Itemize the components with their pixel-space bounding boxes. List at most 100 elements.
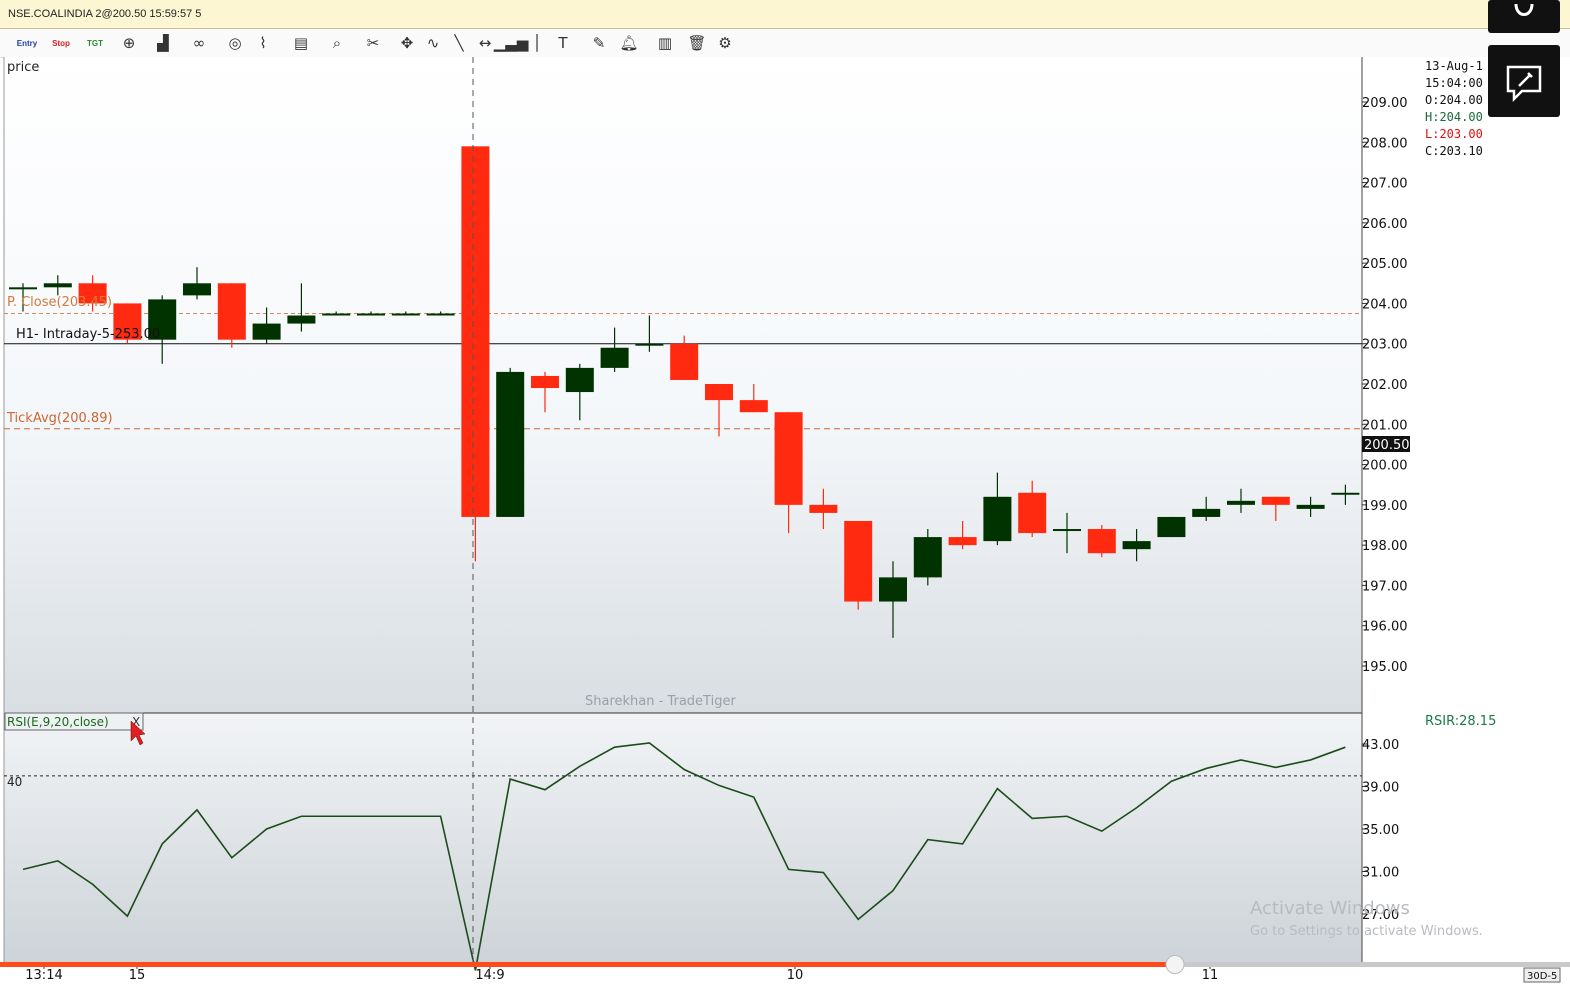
ohlc-time: 15:04:00 — [1425, 76, 1483, 90]
price-axis: 209.00 208.00 207.00 206.00 205.00 204.00 203.… — [1362, 96, 1408, 675]
price-tick-label: 200.00 — [1362, 459, 1408, 474]
price-tick-label: 208.00 — [1362, 136, 1408, 151]
time-tick-label: 15 — [129, 968, 146, 983]
candle-body — [1018, 492, 1047, 534]
price-panel — [4, 57, 1362, 713]
line-style-icon[interactable]: ⌇ — [259, 34, 267, 52]
current-price-badge — [1362, 436, 1410, 452]
comment-edit-icon — [1506, 65, 1542, 103]
video-progress-handle[interactable] — [1165, 955, 1185, 974]
ohlc-high: H:204.00 — [1425, 110, 1483, 124]
candle-body — [391, 313, 420, 316]
stop-button[interactable]: Stop — [52, 38, 70, 48]
rsi-panel — [4, 713, 1362, 963]
compare-icon[interactable]: ◎ — [228, 34, 242, 52]
ruler-icon[interactable]: ✎ — [592, 34, 606, 52]
rsi-tick-label: 31.00 — [1362, 866, 1399, 881]
candle-body — [78, 283, 107, 304]
candle-body — [565, 367, 594, 393]
price-tick-label: 195.00 — [1362, 660, 1408, 675]
timeframe-box[interactable] — [1523, 967, 1561, 983]
scissors-icon[interactable]: ✂ — [366, 34, 380, 52]
text-icon[interactable]: T — [558, 34, 568, 52]
price-tick-label: 207.00 — [1362, 177, 1408, 192]
candle-body — [1227, 500, 1255, 505]
candle-body — [809, 504, 838, 513]
rsi-axis: 43.00 39.00 35.00 31.00 27.00 — [1362, 738, 1399, 923]
line-icon[interactable]: ╲ — [454, 34, 464, 52]
price-tick-label: 205.00 — [1362, 257, 1408, 272]
candle-body — [879, 577, 907, 602]
cursor-icon[interactable]: ✥ — [400, 34, 414, 52]
candle-body — [1157, 516, 1186, 538]
candle-body — [113, 303, 142, 340]
candle-body — [531, 375, 559, 389]
candle-body — [1122, 541, 1151, 550]
candlesticks — [9, 146, 1360, 638]
ohlc-close: C:203.10 — [1425, 144, 1483, 158]
candle-body — [1192, 508, 1221, 517]
candle-body — [183, 283, 211, 296]
price-tick-label: 198.00 — [1362, 539, 1408, 554]
freehand-icon[interactable]: ∿ — [426, 34, 440, 52]
candle-body — [635, 343, 664, 346]
chart-style-icon[interactable]: ▟ — [157, 34, 169, 52]
time-tick-label: 13:14 — [25, 968, 62, 983]
candle-body — [461, 146, 490, 517]
overlay-share-button[interactable] — [1488, 0, 1560, 33]
rsi-tick-label: 27.00 — [1362, 908, 1399, 923]
candle-body — [1331, 492, 1360, 495]
book-icon[interactable]: ▤ — [293, 34, 309, 52]
share-icon — [1514, 3, 1534, 16]
horizontal-line-icon[interactable]: ↔ — [478, 34, 492, 52]
volume-icon[interactable]: ▁▃▅ — [493, 34, 529, 52]
link-icon[interactable]: ∞ — [192, 34, 206, 52]
candle-body — [148, 299, 177, 340]
price-tick-label: 204.00 — [1362, 297, 1408, 312]
candle-body — [43, 283, 72, 288]
candle-body — [844, 520, 873, 602]
overlay-comment-button[interactable] — [1488, 45, 1560, 117]
time-tick-label: 14:9 — [475, 968, 504, 983]
time-tick-label: 11 — [1202, 968, 1219, 983]
title-bar: NSE.COALINDIA 2@200.50 15:59:57 5 — [0, 0, 1570, 29]
candle-body — [774, 412, 803, 505]
mouse-cursor-icon — [130, 720, 146, 746]
price-tick-label: 206.00 — [1362, 217, 1408, 232]
entry-button[interactable]: Entry — [16, 38, 38, 48]
delete-icon[interactable]: 🗑︎ — [687, 34, 707, 52]
alert-icon[interactable]: 🔔︎ — [619, 34, 639, 52]
vertical-line-icon[interactable]: │ — [532, 34, 542, 52]
activate-windows-subtitle: Go to Settings to activate Windows. — [1250, 924, 1483, 939]
zoom-icon[interactable]: ⌕ — [332, 34, 342, 52]
candle-body — [357, 313, 385, 316]
rsi-close-button[interactable]: X — [132, 715, 140, 729]
price-tick-label: 201.00 — [1362, 418, 1408, 433]
candle-body — [600, 347, 629, 368]
candle-body — [1261, 496, 1290, 505]
watermark: Sharekhan - TradeTiger — [585, 694, 736, 709]
candle-body — [322, 313, 351, 316]
candle-body — [1296, 504, 1325, 509]
ohlc-date: 13-Aug-1 — [1425, 59, 1483, 73]
candle-body — [9, 287, 37, 290]
price-tick-label: 197.00 — [1362, 579, 1408, 594]
video-progress-fill — [0, 962, 1175, 967]
candle-body — [287, 315, 316, 324]
target-button[interactable]: TGT — [87, 38, 103, 48]
candle-body — [496, 371, 525, 517]
settings-icon[interactable]: ⚙ — [718, 34, 732, 52]
rsi-tick-label: 39.00 — [1362, 781, 1399, 796]
rsi-legend-box — [4, 712, 144, 731]
rsi-readout: RSIR:28.15 — [1425, 714, 1496, 729]
video-progress-track — [1175, 962, 1570, 967]
bars-icon[interactable]: ▥ — [657, 34, 673, 52]
ohlc-low: L:203.00 — [1425, 127, 1483, 141]
candle-body — [1087, 529, 1116, 554]
activate-windows-title: Activate Windows — [1250, 898, 1410, 919]
rsi-tick-label: 35.00 — [1362, 823, 1399, 838]
candle-body — [705, 384, 733, 401]
crosshair-icon[interactable]: ⊕ — [122, 34, 136, 52]
h1-label: H1- Intraday-5-253.00 — [16, 327, 160, 342]
candle-body — [426, 313, 455, 316]
